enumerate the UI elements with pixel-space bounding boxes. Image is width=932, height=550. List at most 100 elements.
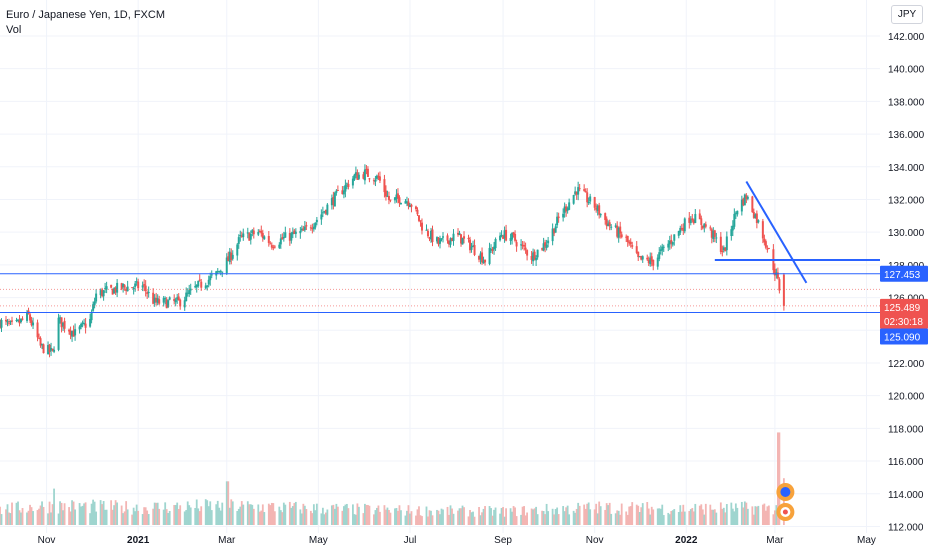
volume-bar (221, 502, 224, 525)
volume-bar (242, 504, 245, 525)
candle-body (700, 218, 703, 225)
volume-bar (228, 507, 231, 525)
candle-body (237, 237, 240, 244)
volume-bar (215, 504, 218, 525)
candle-body (218, 271, 221, 273)
volume-bar (457, 510, 459, 525)
volume-bar (430, 510, 432, 525)
volume-bar (551, 508, 554, 525)
candle-body (619, 226, 622, 234)
volume-bar (566, 505, 569, 525)
candle-body (270, 245, 273, 248)
candle-body (162, 297, 165, 303)
candle-body (523, 244, 526, 247)
volume-bar (416, 509, 419, 525)
candle-body (691, 218, 694, 221)
volume-bar (279, 510, 282, 525)
volume-bar (418, 506, 420, 525)
volume-bar (766, 506, 769, 525)
volume-bar (210, 510, 213, 525)
candle-body (584, 191, 587, 193)
candle-body (281, 237, 284, 240)
currency-badge[interactable]: JPY (891, 5, 923, 24)
candle-body (29, 314, 32, 321)
volume-bar (715, 512, 718, 525)
price-tag-lower: 125.090 (880, 328, 928, 345)
volume-bar (260, 510, 263, 525)
volume-bar (776, 432, 779, 525)
volume-bar (656, 508, 659, 525)
y-tick-label: 116.000 (888, 457, 924, 468)
volume-bar (662, 515, 665, 525)
candle-body (48, 344, 51, 353)
candle-body (625, 236, 628, 238)
volume-bar (267, 503, 270, 525)
candle-body (39, 338, 42, 346)
candle-body (493, 246, 496, 250)
volume-bar (404, 515, 407, 525)
candle-body (751, 196, 754, 213)
volume-bar (290, 507, 293, 525)
candle-body (42, 344, 45, 354)
volume-bar (722, 507, 725, 525)
candle-body (701, 225, 704, 229)
volume-bar (26, 512, 28, 525)
volume-bar (261, 504, 264, 525)
candle-body (650, 256, 653, 262)
candle-body (248, 233, 251, 241)
volume-bar (530, 508, 533, 525)
candle-body (347, 183, 350, 188)
volume-bar (57, 513, 60, 525)
symbol-title[interactable]: Euro / Japanese Yen, 1D, FXCM (6, 9, 165, 21)
volume-bar (586, 503, 589, 525)
volume-bar (144, 507, 147, 525)
candle-body (168, 297, 171, 300)
candle-body (673, 234, 676, 241)
candle-body (680, 228, 683, 230)
candle-body (90, 312, 93, 321)
candle-body (135, 281, 138, 283)
volume-bar (207, 506, 210, 525)
volume-bar (137, 510, 140, 525)
x-tick-label: May (857, 535, 876, 546)
volume-bar (126, 509, 129, 525)
candle-body (574, 191, 577, 195)
candle-body (472, 245, 475, 248)
volume-bar (248, 504, 251, 525)
candle-body (26, 312, 29, 321)
candle-body (479, 253, 482, 260)
candle-body (407, 201, 410, 206)
candle-body (635, 246, 638, 253)
volume-bar (479, 515, 482, 525)
volume-bar (620, 503, 623, 525)
candle-body (53, 349, 56, 352)
volume-bar (598, 501, 601, 525)
volume-bar (740, 501, 743, 525)
volume-bar (367, 504, 369, 525)
volume-bar (500, 508, 503, 525)
candle-body (95, 293, 98, 302)
volume-bar (410, 511, 413, 525)
candle-body (604, 213, 607, 221)
volume-bar (406, 510, 408, 525)
candle-body (332, 197, 335, 206)
volume-bar (101, 504, 104, 525)
x-tick-label: Nov (586, 535, 604, 546)
candle-body (578, 188, 581, 190)
countdown-tag-text: 02:30:18 (884, 317, 923, 328)
volume-indicator-label[interactable]: Vol (6, 24, 22, 36)
candle-body (122, 284, 125, 288)
candle-body (410, 204, 413, 207)
candle-body (230, 252, 233, 260)
candle-body (431, 229, 434, 242)
candle-body (141, 285, 144, 288)
volume-bar (32, 511, 34, 525)
candle-body (754, 214, 757, 219)
candle-body (60, 317, 63, 328)
volume-bar (626, 514, 629, 525)
candle-body (152, 292, 155, 304)
candle-body (345, 183, 348, 185)
volume-bar (721, 508, 724, 525)
candle-body (374, 180, 377, 182)
